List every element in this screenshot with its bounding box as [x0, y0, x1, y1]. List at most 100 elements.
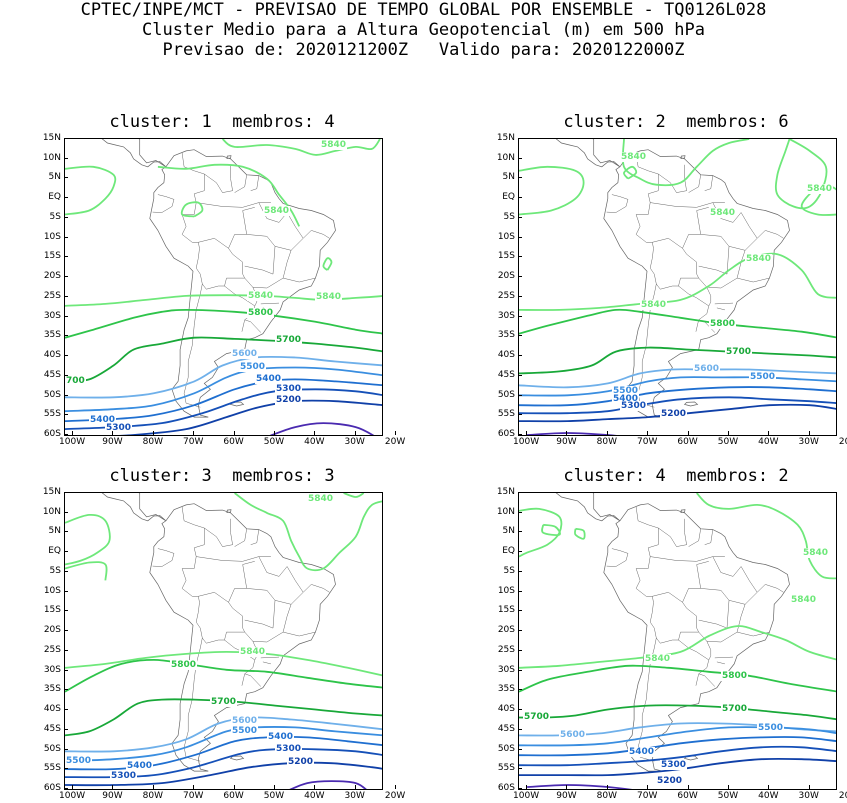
lat-tick-label: 25S — [43, 290, 61, 301]
political-border — [282, 250, 316, 283]
political-border — [695, 659, 710, 686]
lon-tick-label: 90W — [556, 791, 577, 801]
lon-tick-label: 50W — [263, 437, 285, 447]
political-border — [204, 164, 233, 193]
lon-tick-mark — [768, 785, 770, 789]
political-border — [244, 673, 261, 687]
contour-5840 — [696, 493, 836, 580]
contour-label-5700: 5700 — [725, 347, 753, 357]
political-border — [658, 518, 687, 547]
political-border — [282, 604, 316, 637]
lon-tick-label: 70W — [637, 791, 658, 801]
lon-tick-mark — [72, 431, 74, 435]
contour-5840 — [65, 513, 111, 566]
contour-label-5800: 5800 — [247, 308, 275, 318]
lat-tick-mark — [64, 335, 68, 337]
lon-tick-mark — [687, 431, 689, 435]
lat-tick-mark — [64, 768, 68, 770]
lon-tick-mark — [647, 431, 649, 435]
lat-tick-mark — [518, 295, 522, 297]
lat-tick-mark — [518, 689, 522, 691]
lat-tick-label: 15N — [42, 487, 61, 497]
lat-tick-mark — [518, 630, 522, 632]
lat-tick-mark — [64, 295, 68, 297]
lat-tick-label: 50S — [43, 743, 61, 754]
political-border — [765, 230, 784, 239]
contour-label-5840: 5840 — [806, 184, 834, 194]
contour-label-5500: 5500 — [231, 726, 259, 736]
island-outline — [683, 401, 699, 407]
lat-tick-mark — [64, 138, 68, 139]
lon-tick-mark — [233, 431, 235, 435]
contour-label-5400: 5400 — [628, 747, 656, 757]
lat-tick-label: EQ — [502, 192, 515, 203]
lat-tick-mark — [64, 492, 68, 493]
lat-tick-mark — [64, 511, 68, 513]
contour-label-5600: 5600 — [231, 349, 259, 359]
contour-5840 — [519, 252, 836, 311]
lon-tick-mark — [768, 431, 770, 435]
contour-5500 — [65, 366, 382, 413]
lat-tick-label: 55S — [43, 763, 61, 774]
political-border — [196, 202, 271, 208]
lat-tick-mark — [64, 610, 68, 612]
contour-label-5840: 5840 — [247, 291, 275, 301]
coastline-south-america — [603, 149, 790, 418]
political-border — [635, 506, 659, 569]
contour-5840 — [65, 165, 117, 216]
contour-label-5700: 5700 — [721, 704, 749, 714]
lon-tick-label: 90W — [556, 437, 577, 447]
political-border — [152, 548, 175, 567]
lat-tick-label: 5S — [503, 565, 515, 576]
contour-5400 — [65, 378, 382, 422]
political-border — [698, 600, 730, 629]
political-border — [286, 566, 304, 593]
lat-tick-mark — [64, 788, 68, 789]
lat-tick-label: 10N — [496, 506, 515, 517]
contour-5840 — [623, 165, 638, 180]
lat-tick-label: 35S — [43, 330, 61, 341]
lon-tick-label: 100W — [59, 437, 86, 447]
lat-tick-label: 30S — [43, 310, 61, 321]
lat-tick-mark — [64, 374, 68, 376]
lat-tick-label: 5S — [49, 565, 61, 576]
lat-tick-mark — [64, 590, 68, 592]
coastline-central-america — [101, 493, 167, 522]
lat-tick-mark — [64, 256, 68, 258]
contour-5500 — [65, 726, 382, 763]
lat-tick-label: 40S — [497, 350, 515, 361]
lat-tick-mark — [64, 157, 68, 159]
lat-tick-label: 15S — [43, 605, 61, 616]
political-border — [258, 202, 288, 223]
figure-title-line1: CPTEC/INPE/MCT - PREVISAO DE TEMPO GLOBA… — [80, 0, 767, 20]
lat-tick-label: 25S — [497, 644, 515, 655]
contour-5800 — [65, 659, 382, 693]
contour-5100 — [269, 422, 375, 435]
contour-5840 — [157, 163, 301, 227]
map-panel-cluster-3: 5840 5840 5800 5700 5600 5500 5500 5400 5400 5300… — [64, 492, 383, 790]
lat-tick-mark — [518, 531, 522, 533]
contour-5840 — [519, 625, 836, 669]
lon-tick-label: 50W — [717, 437, 739, 447]
lat-tick-label: 60S — [43, 783, 61, 793]
lat-tick-mark — [64, 197, 68, 199]
lat-tick-mark — [518, 590, 522, 592]
lat-tick-mark — [518, 788, 522, 789]
lon-tick-mark — [193, 785, 195, 789]
lon-tick-label: 30W — [798, 437, 819, 447]
contour-label-5840: 5840 — [802, 548, 830, 558]
lat-tick-mark — [64, 748, 68, 750]
contour-5400 — [65, 735, 382, 771]
political-border — [635, 568, 654, 623]
lat-tick-mark — [64, 630, 68, 632]
political-border — [649, 267, 679, 290]
lat-tick-label: 5N — [48, 526, 61, 537]
panel-title-cluster-2: cluster: 2 membros: 6 — [563, 112, 789, 132]
contour-5600 — [65, 355, 382, 399]
political-border — [736, 604, 770, 637]
political-border — [652, 592, 700, 633]
lon-tick-label: 100W — [513, 437, 540, 447]
lon-tick-mark — [606, 431, 608, 435]
island-outline — [680, 155, 686, 159]
lat-tick-mark — [518, 177, 522, 179]
